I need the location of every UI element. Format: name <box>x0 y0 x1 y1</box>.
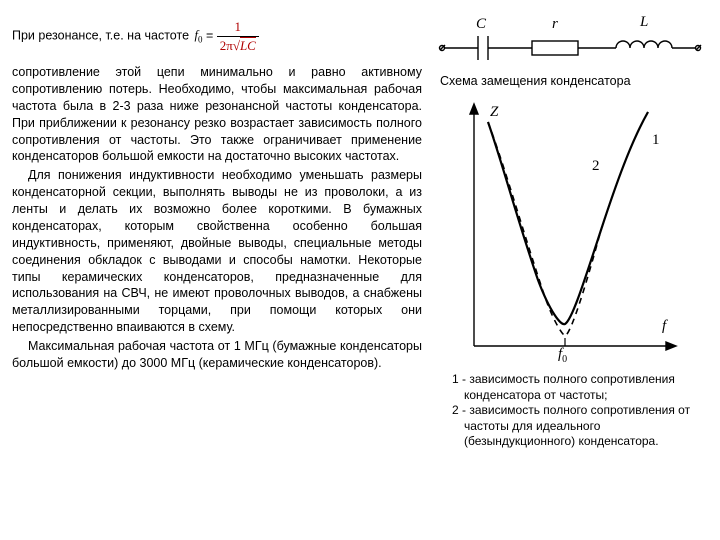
curve-1 <box>488 112 648 324</box>
circuit-caption: Схема замещения конденсатора <box>440 74 708 88</box>
paragraph-1: сопротивление этой цепи минимально и рав… <box>12 64 422 165</box>
legend-line-2: 2 - зависимость полного сопротивления от… <box>438 403 708 450</box>
impedance-graph: Z f f0 1 2 <box>456 102 686 364</box>
axis-label-Z: Z <box>490 104 498 121</box>
graph-legend: 1 - зависимость полного сопротивления ко… <box>434 372 708 450</box>
paragraph-3: Максимальная рабочая частота от 1 МГц (б… <box>12 338 422 372</box>
circuit-diagram: С r L <box>434 18 708 68</box>
axis-label-f: f <box>662 318 666 335</box>
left-column: При резонансе, т.е. на частоте f0 = 1 2π… <box>12 18 422 450</box>
curve-2 <box>488 112 648 336</box>
label-L: L <box>640 14 648 31</box>
axis-label-f0: f0 <box>558 346 567 365</box>
paragraph-2: Для понижения индуктивности необходимо у… <box>12 167 422 336</box>
label-C: С <box>476 16 486 33</box>
resonance-formula: f0 = 1 2π√LC <box>195 18 259 54</box>
curve-label-2: 2 <box>592 158 600 175</box>
label-r: r <box>552 16 558 33</box>
right-column: С r L Схема замещения конденсатора <box>434 18 708 450</box>
intro-prefix: При резонансе, т.е. на частоте <box>12 28 193 42</box>
intro-line: При резонансе, т.е. на частоте f0 = 1 2π… <box>12 18 422 54</box>
curve-label-1: 1 <box>652 132 660 149</box>
legend-line-1: 1 - зависимость полного сопротивления ко… <box>438 372 708 403</box>
